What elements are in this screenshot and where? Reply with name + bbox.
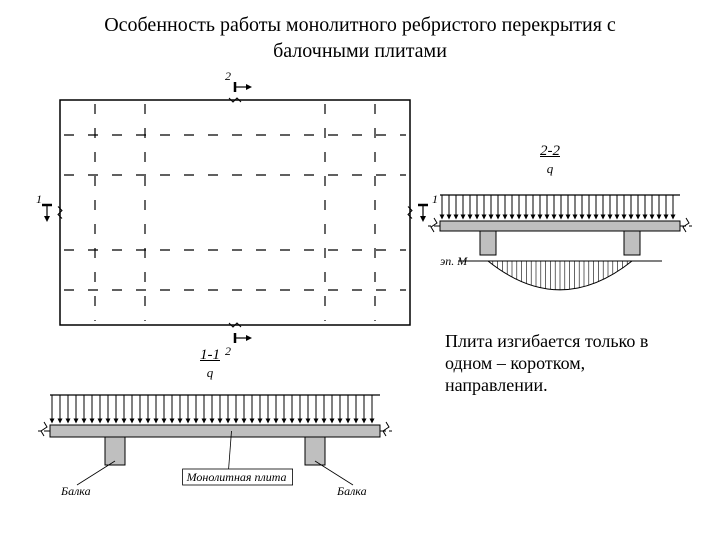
section-2-2: эп. M xyxy=(428,195,692,290)
svg-text:Балка: Балка xyxy=(60,484,91,498)
svg-text:2: 2 xyxy=(225,69,231,83)
section-2-2-label: 2-2 q xyxy=(540,142,560,178)
svg-text:2: 2 xyxy=(225,344,231,358)
svg-text:1: 1 xyxy=(36,192,42,206)
plan-view: 1 1 2 2 xyxy=(36,69,438,358)
figure-svg: 1 1 2 2 Монолитная плита Балка Балка эп. M xyxy=(0,0,720,540)
svg-text:Монолитная плита: Монолитная плита xyxy=(186,470,287,484)
svg-text:Балка: Балка xyxy=(336,484,367,498)
svg-text:эп. M: эп. M xyxy=(440,254,468,268)
section-1-1-label: 1-1 q xyxy=(200,346,220,382)
svg-text:1: 1 xyxy=(432,192,438,206)
section-1-1: Монолитная плита Балка Балка xyxy=(38,395,392,498)
